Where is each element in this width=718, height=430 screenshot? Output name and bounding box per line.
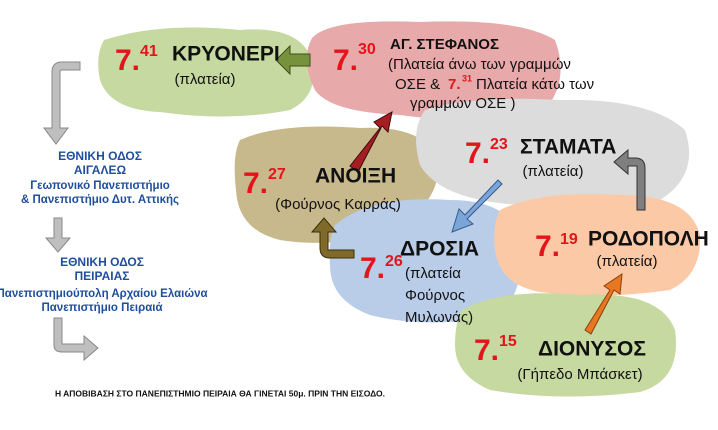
- blob-rodopoli: [494, 194, 701, 296]
- arrow: [451, 179, 503, 233]
- stop-name: ΔΡΟΣΙΑ: [400, 238, 479, 261]
- blob-dionysos: [455, 293, 676, 397]
- stop-hour: 7.: [465, 137, 490, 170]
- route-stop: Πανεπιστημιούπολη Αρχαίου Ελαιώνα: [0, 288, 208, 300]
- stop-place: (πλατεία): [523, 163, 584, 180]
- stop-place: (Φούρνος Καρράς): [275, 196, 401, 213]
- blob-stamata: [416, 98, 690, 209]
- stop-name: ΑΓ. ΣΤΕΦΑΝΟΣ: [390, 36, 499, 53]
- road: ΕΘΝΙΚΗ ΟΔΟΣ: [58, 149, 142, 163]
- arrow: [349, 111, 393, 173]
- stop-hour: 7.: [115, 44, 140, 77]
- stop-place: Πλατεία κάτω των: [476, 76, 594, 93]
- note: Η ΑΠΟΒΙΒΑΣΗ ΣΤΟ ΠΑΝΕΠΙΣΤΗΜΙΟ ΠΕΙΡΑΙΑ ΘΑ …: [55, 388, 385, 398]
- arrow: [584, 272, 623, 335]
- stop-minute: 19: [560, 231, 578, 248]
- stop-place: Μυλωνάς): [405, 309, 473, 326]
- stop-place: (πλατεία: [405, 265, 461, 282]
- stop-minute: 41: [140, 43, 158, 60]
- stop-place: (πλατεία): [597, 253, 658, 270]
- stop-minute: 23: [490, 136, 508, 153]
- arrow: [310, 217, 355, 259]
- stop-name: ΔΙΟΝΥΣΟΣ: [538, 338, 646, 361]
- stop-name: ΡΟΔΟΠΟΛΗ: [588, 228, 709, 251]
- stop-place: Φούρνος: [405, 287, 465, 304]
- route-stop: & Πανεπιστήμιο Δυτ. Αττικής: [21, 194, 179, 206]
- stop-hour: 7.: [535, 230, 560, 263]
- stop-hour: 7.: [448, 76, 461, 93]
- stop-name: ΣΤΑΜΑΤΑ: [520, 136, 616, 159]
- stop-minute: 31: [462, 73, 472, 83]
- blob-drosia: [329, 199, 523, 323]
- stop-minute: 27: [268, 166, 286, 183]
- stop-hour: 7.: [360, 252, 385, 285]
- stop-name: ΑΝΟΙΞΗ: [315, 165, 396, 188]
- blob-kryoneri: [98, 27, 314, 117]
- route-stop: Πανεπιστήμιο Πειραιά: [41, 302, 162, 314]
- arrow: [275, 44, 311, 76]
- stop-place: γραμμών ΟΣΕ ): [410, 95, 515, 112]
- arrow: [613, 148, 646, 211]
- stop-place: ΟΣΕ &: [395, 76, 440, 93]
- stop-hour: 7.: [243, 167, 268, 200]
- arrow: [53, 317, 99, 362]
- road: ΕΘΝΙΚΗ ΟΔΟΣ: [60, 255, 144, 269]
- arrow: [43, 61, 81, 145]
- stop-hour: 7.: [333, 44, 358, 77]
- road: ΠΕΙΡΑΙΑΣ: [75, 269, 130, 283]
- road: ΑΙΓΑΛΕΩ: [74, 163, 127, 177]
- stop-place: (Πλατεία άνω των γραμμών: [388, 56, 571, 73]
- stop-minute: 15: [499, 333, 517, 350]
- stop-place: (Γήπεδο Μπάσκετ): [517, 366, 642, 383]
- stop-name: ΚΡΥΟΝΕΡΙ: [172, 43, 280, 66]
- arrow: [44, 217, 72, 253]
- blob-agios-stefanos: [306, 21, 561, 119]
- stop-minute: 30: [358, 41, 376, 58]
- stop-place: (πλατεία): [175, 71, 236, 88]
- stop-hour: 7.: [474, 334, 499, 367]
- stop-minute: 26: [385, 253, 403, 270]
- route-stop: Γεωπονικό Πανεπιστήμιο: [30, 180, 170, 192]
